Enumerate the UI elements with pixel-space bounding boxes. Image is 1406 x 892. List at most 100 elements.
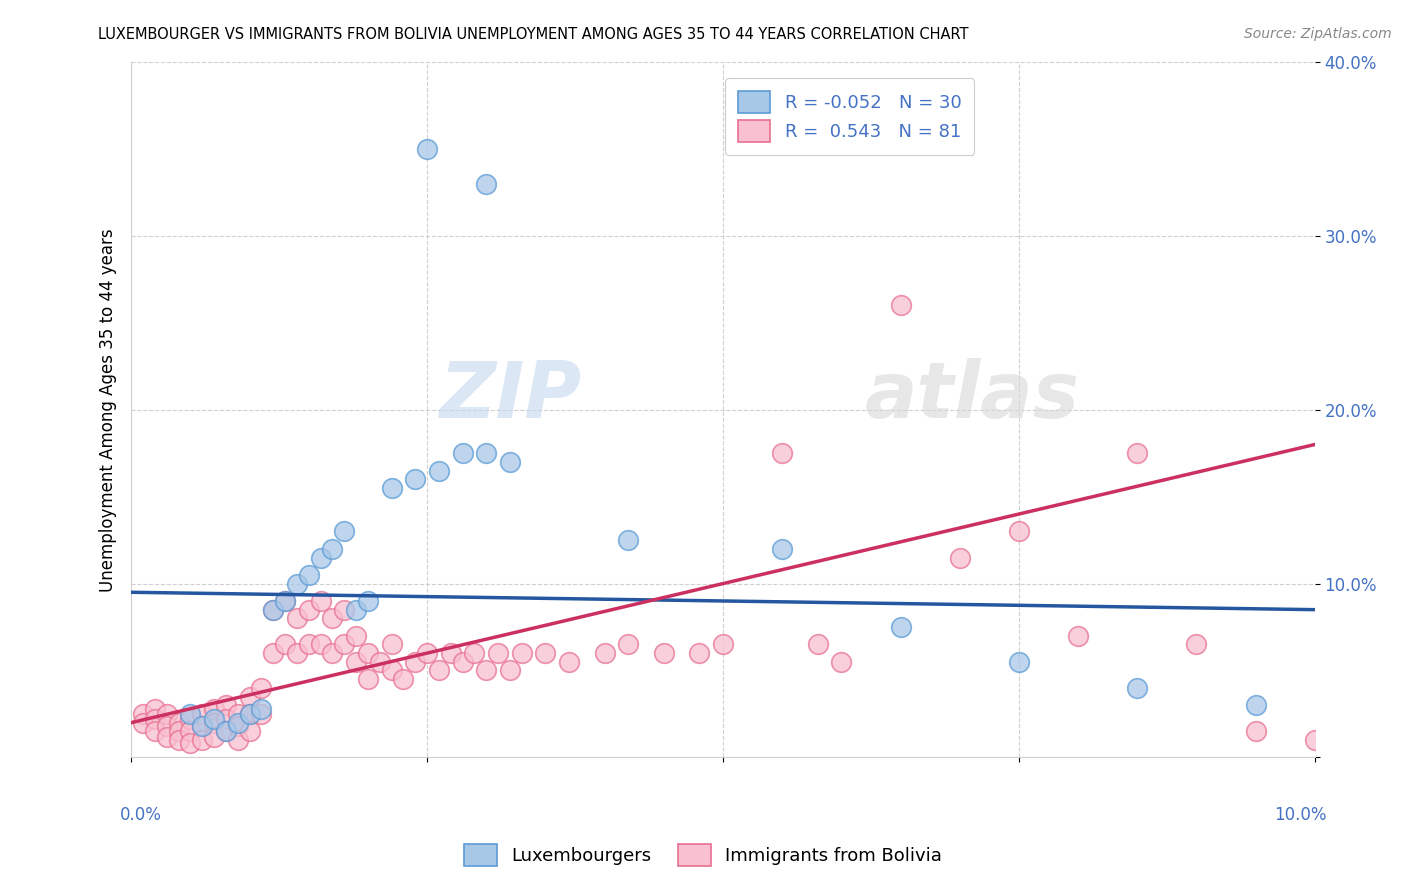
Point xyxy=(475,446,498,460)
Point xyxy=(333,637,356,651)
Point xyxy=(179,737,201,751)
Point xyxy=(427,464,450,478)
Point xyxy=(617,637,640,651)
Point xyxy=(475,177,498,191)
Legend: R = -0.052   N = 30, R =  0.543   N = 81: R = -0.052 N = 30, R = 0.543 N = 81 xyxy=(725,78,974,154)
Point xyxy=(156,706,179,721)
Point xyxy=(770,541,793,556)
Point xyxy=(392,672,415,686)
Point xyxy=(510,646,533,660)
Point xyxy=(239,690,262,704)
Point xyxy=(711,637,734,651)
Point xyxy=(368,655,391,669)
Point xyxy=(167,715,190,730)
Point xyxy=(321,541,343,556)
Point xyxy=(344,655,367,669)
Point xyxy=(321,611,343,625)
Point xyxy=(215,724,238,739)
Point xyxy=(226,706,249,721)
Point xyxy=(226,719,249,733)
Point xyxy=(202,712,225,726)
Point xyxy=(215,712,238,726)
Point xyxy=(451,446,474,460)
Text: LUXEMBOURGER VS IMMIGRANTS FROM BOLIVIA UNEMPLOYMENT AMONG AGES 35 TO 44 YEARS C: LUXEMBOURGER VS IMMIGRANTS FROM BOLIVIA … xyxy=(98,27,969,42)
Point xyxy=(239,724,262,739)
Point xyxy=(889,298,911,312)
Point xyxy=(416,646,439,660)
Point xyxy=(179,724,201,739)
Point xyxy=(167,724,190,739)
Point xyxy=(321,646,343,660)
Point xyxy=(499,455,522,469)
Point xyxy=(1126,681,1149,695)
Point xyxy=(1067,629,1090,643)
Point xyxy=(202,730,225,744)
Point xyxy=(404,655,426,669)
Point xyxy=(1008,655,1031,669)
Point xyxy=(250,681,273,695)
Point xyxy=(298,637,321,651)
Point xyxy=(250,706,273,721)
Point xyxy=(274,594,297,608)
Point xyxy=(215,698,238,713)
Point xyxy=(463,646,485,660)
Point xyxy=(617,533,640,548)
Point xyxy=(344,602,367,616)
Point xyxy=(285,611,308,625)
Point xyxy=(652,646,675,660)
Point xyxy=(143,712,166,726)
Point xyxy=(226,733,249,747)
Point xyxy=(262,646,284,660)
Point xyxy=(486,646,509,660)
Point xyxy=(416,142,439,156)
Point xyxy=(558,655,581,669)
Text: 10.0%: 10.0% xyxy=(1274,806,1326,824)
Point xyxy=(344,629,367,643)
Point xyxy=(807,637,830,651)
Point xyxy=(285,576,308,591)
Point xyxy=(191,733,214,747)
Point xyxy=(770,446,793,460)
Point xyxy=(262,602,284,616)
Point xyxy=(143,724,166,739)
Point xyxy=(499,664,522,678)
Point xyxy=(357,646,380,660)
Point xyxy=(179,712,201,726)
Point xyxy=(309,550,332,565)
Text: atlas: atlas xyxy=(865,358,1080,434)
Text: Source: ZipAtlas.com: Source: ZipAtlas.com xyxy=(1244,27,1392,41)
Point xyxy=(830,655,852,669)
Point xyxy=(215,724,238,739)
Point xyxy=(1126,446,1149,460)
Point xyxy=(1185,637,1208,651)
Point xyxy=(404,472,426,486)
Point xyxy=(202,702,225,716)
Point xyxy=(949,550,972,565)
Point xyxy=(309,637,332,651)
Point xyxy=(889,620,911,634)
Point xyxy=(333,524,356,539)
Point xyxy=(475,664,498,678)
Point xyxy=(427,664,450,678)
Legend: Luxembourgers, Immigrants from Bolivia: Luxembourgers, Immigrants from Bolivia xyxy=(451,831,955,879)
Point xyxy=(239,706,262,721)
Point xyxy=(285,646,308,660)
Point xyxy=(156,719,179,733)
Point xyxy=(440,646,463,660)
Point xyxy=(593,646,616,660)
Point xyxy=(226,715,249,730)
Point xyxy=(167,733,190,747)
Point xyxy=(202,715,225,730)
Point xyxy=(191,706,214,721)
Point xyxy=(132,706,155,721)
Point xyxy=(298,568,321,582)
Point xyxy=(534,646,557,660)
Point xyxy=(191,719,214,733)
Text: ZIP: ZIP xyxy=(439,358,581,434)
Point xyxy=(274,637,297,651)
Point xyxy=(451,655,474,669)
Point xyxy=(333,602,356,616)
Point xyxy=(1244,698,1267,713)
Point xyxy=(262,602,284,616)
Point xyxy=(143,702,166,716)
